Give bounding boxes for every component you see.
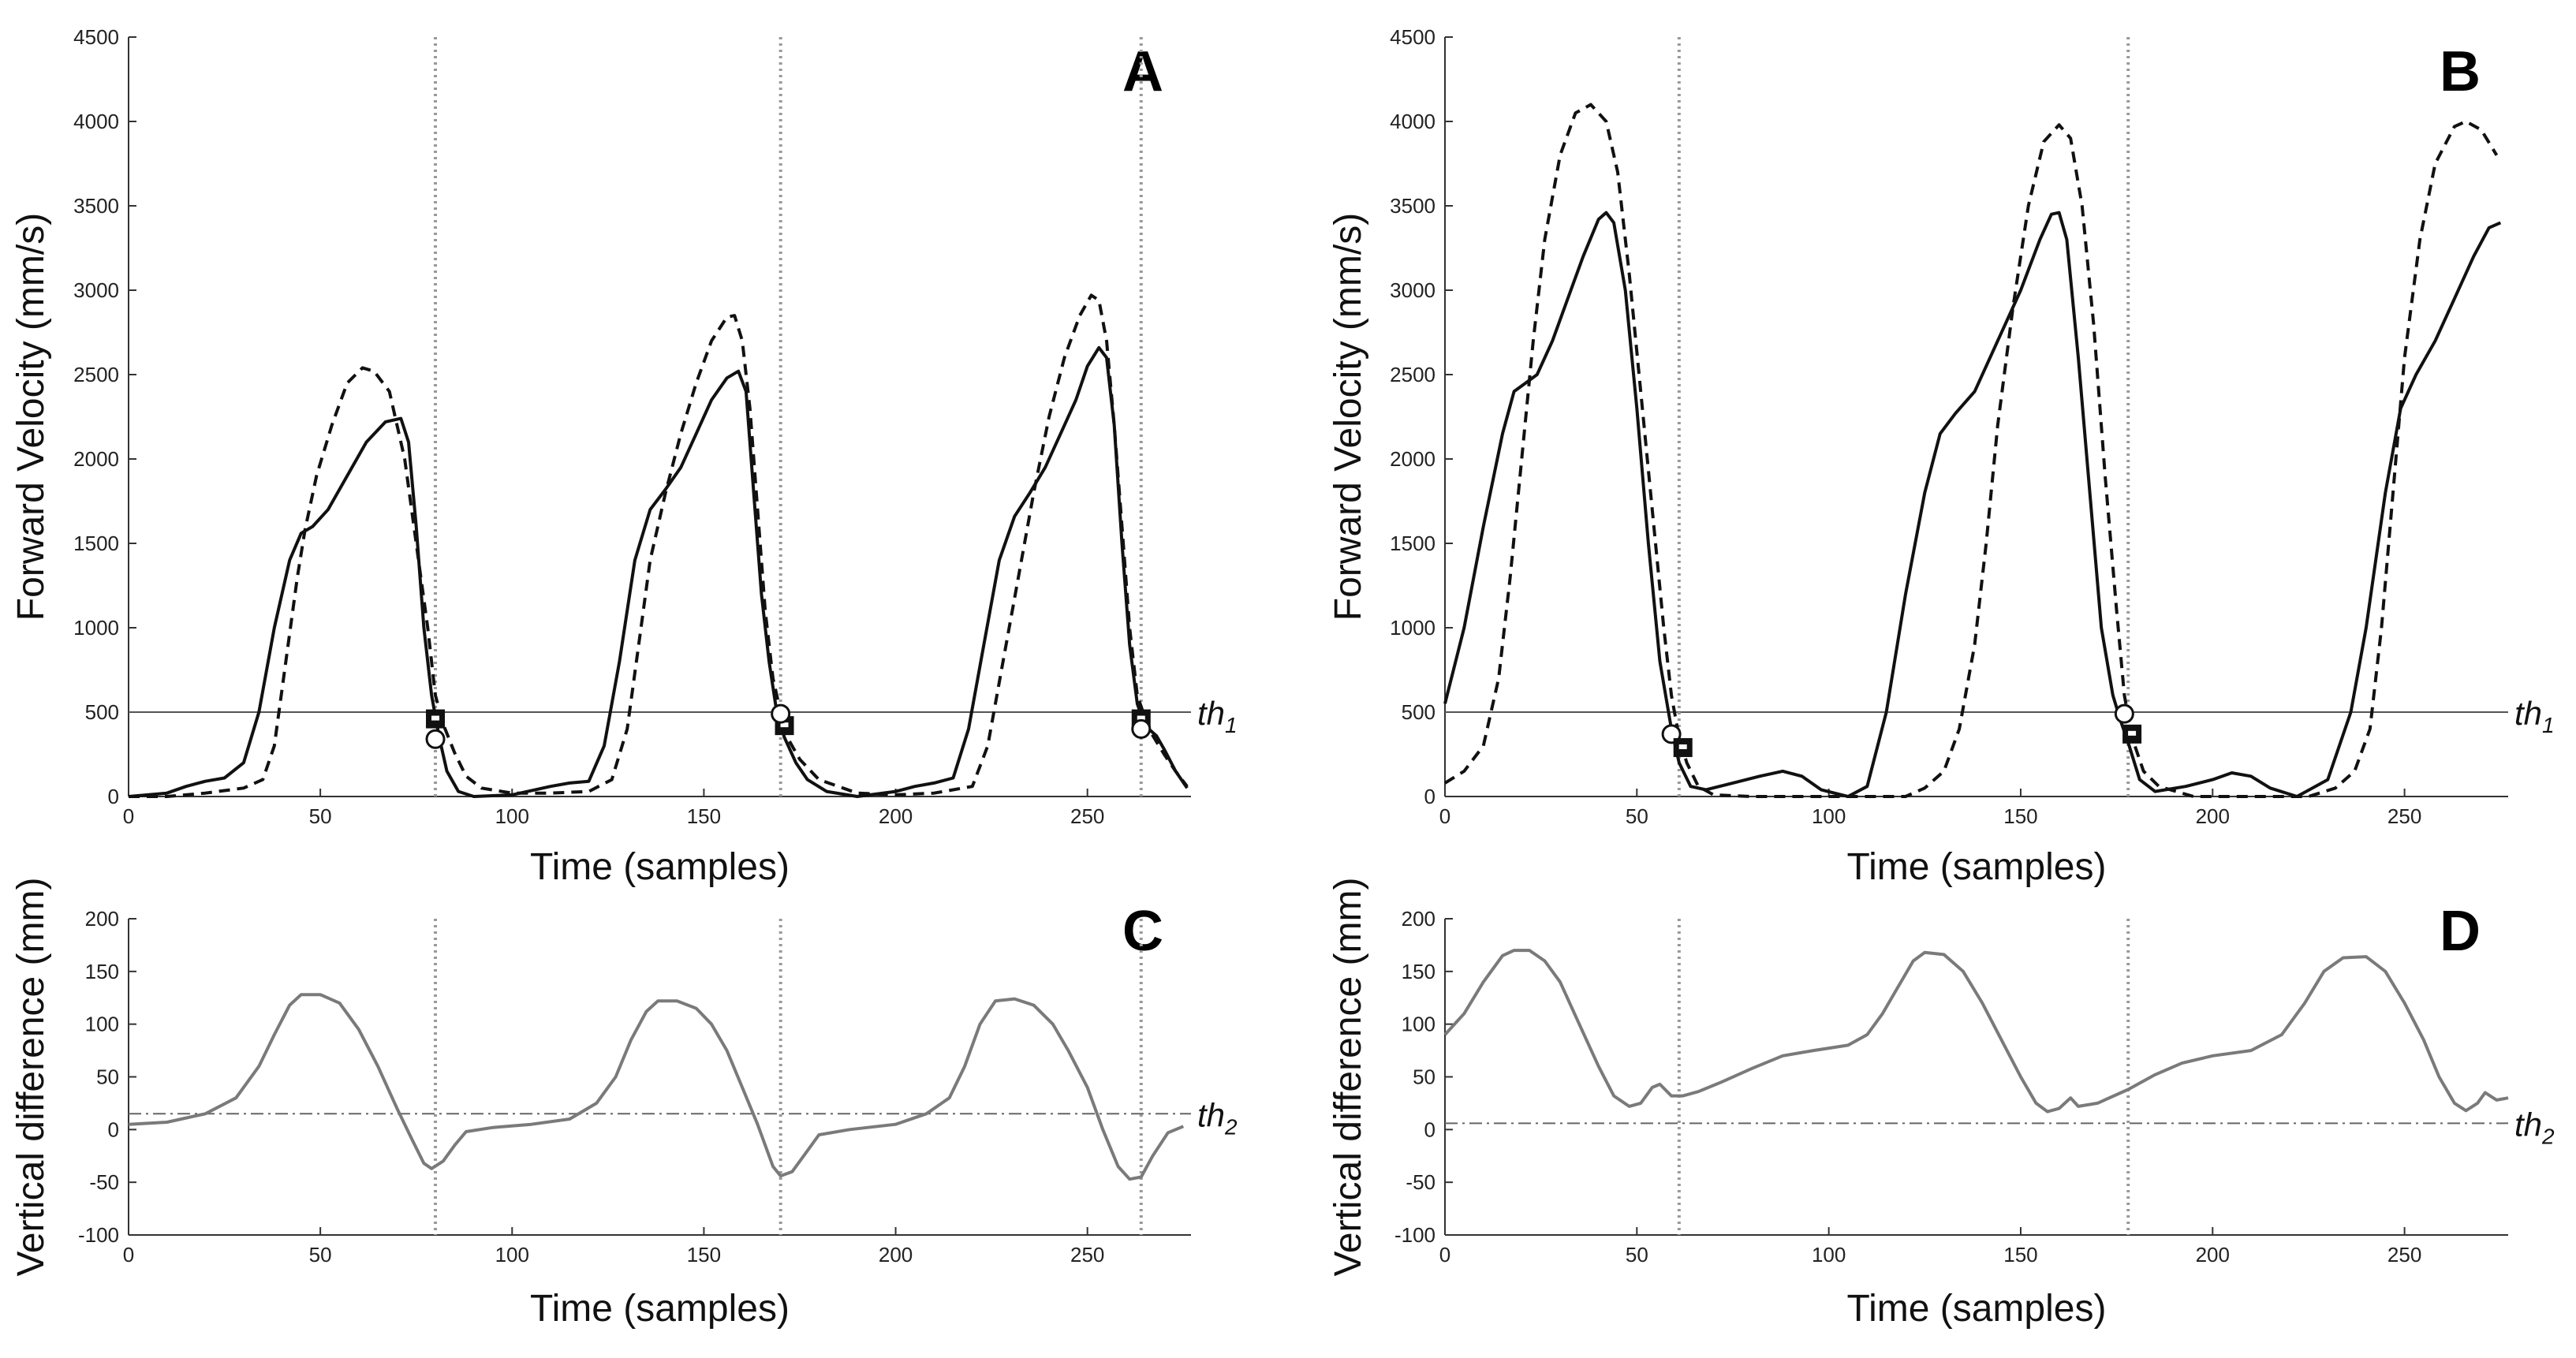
threshold-label: th1 [1197,695,1238,737]
marker-circle [771,703,791,724]
y-tick-label: 150 [1402,960,1435,983]
y-tick-label: 1000 [73,616,119,640]
y-tick-label: 3000 [73,278,119,302]
y-tick-label: 2000 [73,447,119,471]
marker-circle [425,729,446,749]
x-tick-label: 100 [495,804,529,828]
y-axis-label: Vertical difference (mm) [1327,878,1369,1277]
x-tick-label: 200 [879,804,913,828]
y-tick-label: 0 [1424,785,1435,808]
y-tick-label: 100 [85,1013,119,1036]
y-tick-label: -50 [89,1170,119,1194]
y-tick-label: 500 [1402,700,1435,724]
marker-circle [2114,703,2134,724]
threshold-label: th1 [2514,695,2555,737]
y-tick-label: 3500 [73,194,119,218]
series-line-solid [128,345,1189,798]
y-axis-label: Forward Velocity (mm/s) [10,213,52,621]
x-axis-label: Time (samples) [1847,1288,2107,1330]
y-tick-label: -100 [78,1223,119,1247]
y-tick-label: 1000 [1390,616,1435,640]
threshold-label: th2 [2514,1106,2555,1148]
y-axis-label: Vertical difference (mm) [10,878,52,1277]
series-line-dashed [129,293,1189,798]
x-tick-label: 200 [2196,1243,2230,1267]
y-tick-label: 3000 [1390,278,1435,302]
x-tick-label: 100 [1812,1243,1846,1267]
panel-letter: C [1122,900,1163,963]
x-tick-label: 250 [1070,1243,1104,1267]
y-axis-label: Forward Velocity (mm/s) [1327,213,1369,621]
x-axis-label: Time (samples) [530,1288,790,1330]
y-tick-label: 100 [1402,1013,1435,1036]
x-axis-label: Time (samples) [1847,846,2107,888]
y-tick-label: 50 [96,1065,119,1089]
x-tick-label: 100 [495,1243,529,1267]
x-tick-label: 0 [123,1243,134,1267]
y-tick-label: 4500 [73,25,119,49]
x-tick-label: 50 [309,804,332,828]
x-tick-label: 50 [1626,1243,1648,1267]
marker-square-inner [780,722,789,728]
x-tick-label: 0 [1439,1243,1450,1267]
series-line-solid [1443,211,2502,798]
y-tick-label: 200 [1402,907,1435,931]
x-tick-label: 150 [2003,1243,2037,1267]
y-tick-label: 0 [108,785,119,808]
x-tick-label: 200 [879,1243,913,1267]
x-tick-label: 150 [2003,804,2037,828]
y-tick-label: 4000 [73,110,119,133]
y-tick-label: 1500 [1390,532,1435,555]
threshold-label: th2 [1197,1096,1238,1139]
panel-letter: D [2440,900,2481,963]
y-tick-label: 200 [85,907,119,931]
y-tick-label: -100 [1394,1223,1435,1247]
x-tick-label: 100 [1812,804,1846,828]
x-axis-label: Time (samples) [530,846,790,888]
marker-square-inner [1137,715,1145,721]
y-tick-label: 2500 [1390,363,1435,386]
x-tick-label: 50 [309,1243,332,1267]
y-tick-label: 1500 [73,532,119,555]
y-tick-label: -50 [1406,1170,1435,1194]
y-tick-label: 0 [108,1117,119,1141]
panel-letter: B [2440,40,2481,103]
x-tick-label: 0 [1439,804,1450,828]
y-tick-label: 500 [85,700,119,724]
y-tick-label: 2500 [73,363,119,386]
y-tick-label: 0 [1424,1117,1435,1141]
panel-letter: A [1122,40,1163,103]
series-line-vertical-difference [128,993,1185,1181]
marker-square-inner [1678,744,1687,749]
x-tick-label: 50 [1626,804,1648,828]
panel-d: 0 50 100 150 200 250 -100 -50 0 50 100 150 200 Time (… [1327,878,2555,1330]
marker-square-inner [2128,730,2137,736]
x-tick-label: 250 [2387,804,2421,828]
y-tick-label: 2000 [1390,447,1435,471]
x-tick-label: 200 [2196,804,2230,828]
y-tick-label: 3500 [1390,194,1435,218]
series-line-vertical-difference [1443,949,2509,1114]
y-tick-label: 50 [1413,1065,1435,1089]
panel-c: 0 50 100 150 200 250 -100 -50 0 50 100 150 200 Time (… [10,878,1238,1330]
panel-b: 0 50 100 150 200 2500500100015002000250030003… [1327,25,2555,888]
x-tick-label: 250 [1070,804,1104,828]
y-tick-label: 4000 [1390,110,1435,133]
y-tick-label: 4500 [1390,25,1435,49]
y-tick-label: 150 [85,960,119,983]
x-tick-label: 250 [2387,1243,2421,1267]
series-line-dashed [1443,103,2499,798]
x-tick-label: 0 [123,804,134,828]
marker-square-inner [431,715,440,721]
panel-a: 0 50 100 150 200 2500500100015002000250030003… [10,25,1238,888]
x-tick-label: 150 [687,1243,721,1267]
x-tick-label: 150 [687,804,721,828]
marker-circle [1131,718,1152,739]
